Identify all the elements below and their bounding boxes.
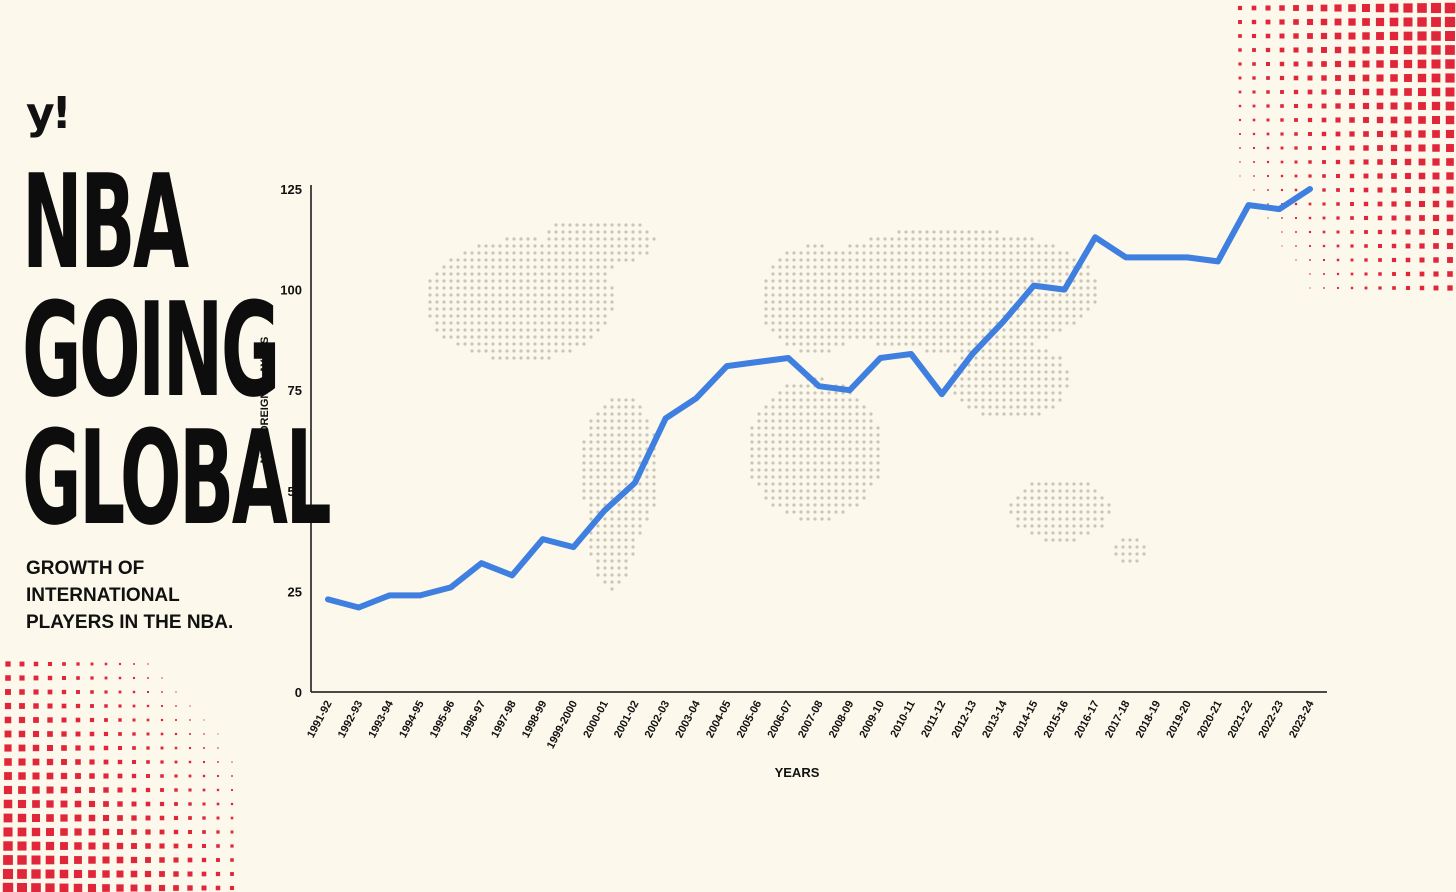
subtitle: GROWTH OF INTERNATIONAL PLAYERS IN THE N… — [26, 558, 234, 633]
x-tick-labels: 1991-92 1992-93 1993-94 1994-95 1995-96 1996-… — [305, 698, 1317, 751]
x-tick-label: 1991-92 — [305, 699, 335, 740]
x-tick-label: 2011-12 — [919, 699, 948, 740]
x-tick-label: 2013-14 — [980, 698, 1010, 740]
x-tick-label: 2010-11 — [888, 699, 917, 740]
headline-line-1: NBA — [22, 146, 189, 298]
x-tick-label: 1998-99 — [520, 699, 550, 740]
x-tick-label: 1996-97 — [459, 699, 489, 740]
x-tick-label: 2019-20 — [1164, 699, 1194, 740]
x-tick-label: 2001-02 — [612, 699, 642, 740]
x-tick-label: 2020-21 — [1195, 699, 1225, 740]
x-tick-label: 2014-15 — [1011, 699, 1041, 740]
x-tick-label: 1995-96 — [428, 699, 458, 740]
world-map-dots — [428, 223, 1146, 591]
y-tick-labels: 0 25 50 75 100 125 — [280, 182, 302, 700]
headline-line-2: GOING — [22, 274, 280, 426]
x-tick-label: 2022-23 — [1256, 699, 1286, 740]
x-tick-label: 1992-93 — [336, 699, 366, 740]
x-tick-label: 2000-01 — [581, 699, 611, 740]
x-tick-label: 2005-06 — [735, 699, 765, 740]
y-tick-label: 25 — [288, 584, 302, 599]
x-tick-label: 2017-18 — [1103, 699, 1133, 740]
x-tick-label: 2023-24 — [1287, 698, 1317, 740]
y-tick-label: 125 — [280, 182, 302, 197]
x-tick-label: 2002-03 — [643, 699, 673, 740]
x-tick-label: 2004-05 — [704, 699, 734, 740]
headline: NBA GOING GLOBAL — [22, 146, 332, 554]
series-lines — [325, 186, 1313, 611]
x-axis-label: YEARS — [775, 765, 820, 780]
yahoo-logo: y! — [26, 88, 72, 139]
x-tick-label: 2021-22 — [1226, 699, 1256, 740]
x-tick-label: 2008-09 — [827, 699, 857, 740]
y-tick-label: 75 — [288, 383, 302, 398]
chart-axes — [310, 185, 1327, 693]
x-tick-label: 2006-07 — [765, 699, 795, 740]
series-line — [325, 186, 1313, 611]
y-tick-label: 100 — [280, 283, 302, 298]
y-tick-label: 50 — [288, 484, 302, 499]
x-tick-label: 2018-19 — [1134, 699, 1164, 740]
headline-line-3: GLOBAL — [22, 402, 332, 554]
x-tick-label: 2003-04 — [673, 698, 703, 740]
x-tick-label: 2015-16 — [1042, 699, 1072, 740]
y-axis-label: NO. FOREIGN PLAYERS — [259, 337, 271, 464]
x-tick-label: 1993-94 — [366, 698, 396, 740]
x-tick-label: 2007-08 — [796, 699, 826, 740]
x-tick-label: 1994-95 — [397, 699, 427, 740]
y-tick-label: 0 — [295, 685, 302, 700]
x-tick-label: 1997-98 — [489, 699, 519, 740]
x-tick-label: 1999-2000 — [545, 699, 580, 751]
x-tick-label: 2012-13 — [950, 699, 980, 740]
x-tick-label: 2016-17 — [1072, 699, 1102, 740]
x-tick-label: 2009-10 — [857, 699, 887, 740]
